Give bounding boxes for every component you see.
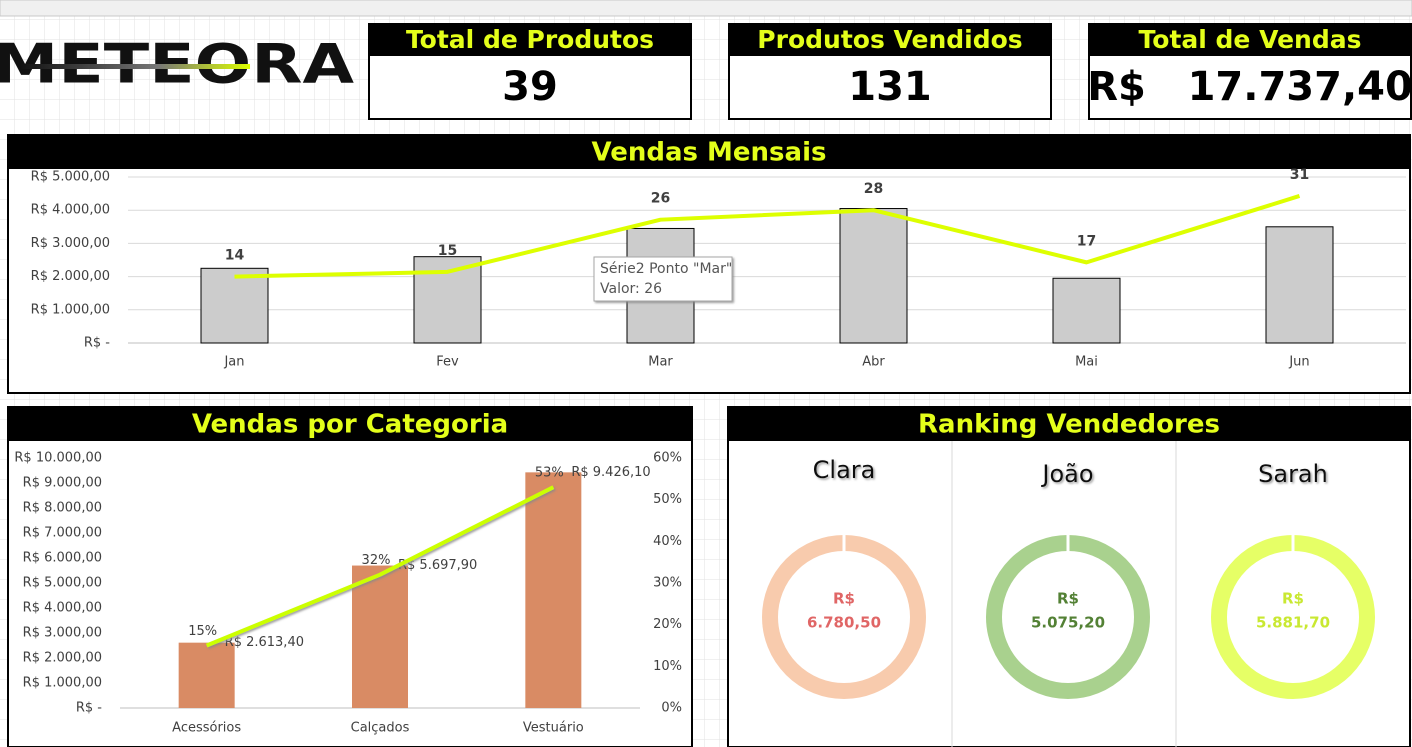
y2-tick-label: 40% bbox=[653, 534, 682, 549]
seller-currency: R$ bbox=[1057, 590, 1079, 608]
y-tick-label: R$ 9.000,00 bbox=[23, 476, 102, 491]
panel-title-bar bbox=[8, 135, 1410, 169]
kpi-value: 39 bbox=[502, 64, 558, 110]
y-tick-label: R$ 2.000,00 bbox=[23, 651, 102, 666]
x-tick-label: Jun bbox=[1288, 355, 1309, 370]
line-data-label: 28 bbox=[864, 181, 883, 197]
bar-value-label: R$ 9.426,10 bbox=[571, 465, 650, 480]
kpi-title: Total de Vendas bbox=[1139, 25, 1362, 54]
seller-currency: R$ bbox=[833, 590, 855, 608]
x-tick-label: Vestuário bbox=[523, 721, 584, 736]
seller-name: Clara bbox=[813, 456, 876, 484]
line-data-label: 14 bbox=[225, 248, 245, 264]
panel-title-bar bbox=[728, 407, 1410, 441]
y-tick-label: R$ 4.000,00 bbox=[31, 203, 110, 218]
panel-category bbox=[7, 406, 693, 747]
y-tick-label: R$ 1.000,00 bbox=[31, 302, 110, 317]
seller-name: Sarah bbox=[1258, 460, 1328, 488]
chart-title: Vendas por Categoria bbox=[192, 410, 508, 440]
seller-amount: 6.780,50 bbox=[807, 614, 881, 632]
seller-currency: R$ bbox=[1282, 590, 1304, 608]
y-tick-label: R$ 2.000,00 bbox=[31, 269, 110, 284]
y-tick-label: R$ 10.000,00 bbox=[14, 451, 102, 466]
y-tick-label: R$ 5.000,00 bbox=[31, 170, 110, 185]
line-data-label: 15 bbox=[438, 243, 457, 259]
y-tick-label: R$ 5.000,00 bbox=[23, 576, 102, 591]
line-data-label: 17 bbox=[1077, 233, 1096, 249]
kpi-title: Total de Produtos bbox=[406, 25, 654, 54]
x-tick-label: Mar bbox=[648, 355, 673, 370]
column-header-strip bbox=[0, 0, 1412, 17]
line-data-label: 32% bbox=[362, 553, 391, 568]
seller-amount: 5.075,20 bbox=[1031, 614, 1105, 632]
y2-tick-label: 10% bbox=[653, 659, 682, 674]
bar-value-label: R$ 2.613,40 bbox=[225, 635, 304, 650]
kpi-value: R$ 17.737,40 bbox=[1087, 64, 1412, 110]
y2-tick-label: 0% bbox=[661, 701, 682, 716]
y-tick-label: R$ 6.000,00 bbox=[23, 551, 102, 566]
line-series bbox=[205, 485, 555, 648]
y-tick-label: R$ - bbox=[76, 701, 102, 716]
y-tick-label: R$ 7.000,00 bbox=[23, 526, 102, 541]
y-tick-label: R$ 3.000,00 bbox=[23, 626, 102, 641]
chart-title: Vendas Mensais bbox=[592, 138, 827, 168]
bar bbox=[1265, 226, 1334, 344]
ranking-title: Ranking Vendedores bbox=[918, 410, 1220, 440]
tooltip bbox=[593, 256, 733, 302]
x-tick-label: Calçados bbox=[351, 721, 410, 736]
y2-tick-label: 60% bbox=[653, 451, 682, 466]
y-tick-label: R$ 8.000,00 bbox=[23, 501, 102, 516]
line-data-label: 53% bbox=[535, 466, 564, 481]
bar bbox=[352, 565, 408, 708]
kpi-title-bar bbox=[1088, 24, 1412, 56]
bar-value-label: R$ 5.697,90 bbox=[398, 558, 477, 573]
kpi-title: Produtos Vendidos bbox=[757, 25, 1022, 54]
line-data-label: 15% bbox=[188, 624, 217, 639]
x-tick-label: Fev bbox=[436, 355, 459, 370]
x-tick-label: Jan bbox=[223, 355, 244, 370]
x-tick-label: Abr bbox=[862, 355, 885, 370]
seller-amount: 5.881,70 bbox=[1256, 614, 1330, 632]
x-tick-label: Mai bbox=[1075, 355, 1098, 370]
bar bbox=[525, 472, 582, 708]
bar bbox=[839, 208, 908, 344]
tooltip-text: Valor: 26 bbox=[600, 281, 662, 297]
bar bbox=[413, 256, 482, 344]
y2-tick-label: 30% bbox=[653, 576, 682, 591]
panel-title-bar bbox=[8, 407, 692, 441]
kpi-title-bar bbox=[368, 24, 692, 56]
y-tick-label: R$ 4.000,00 bbox=[23, 601, 102, 616]
line-data-label: 26 bbox=[651, 191, 670, 207]
line-data-label: 31 bbox=[1290, 167, 1309, 183]
y-tick-label: R$ - bbox=[84, 336, 110, 351]
x-tick-label: Acessórios bbox=[172, 721, 241, 736]
bar bbox=[200, 267, 269, 344]
line-series bbox=[234, 194, 1301, 279]
y-tick-label: R$ 1.000,00 bbox=[23, 676, 102, 691]
tooltip-text: Série2 Ponto "Mar" bbox=[600, 261, 732, 277]
seller-name: João bbox=[1040, 460, 1093, 488]
bar bbox=[178, 642, 235, 708]
y2-tick-label: 20% bbox=[653, 617, 682, 632]
logo-swoosh bbox=[20, 64, 250, 69]
y2-tick-label: 50% bbox=[653, 492, 682, 507]
bar bbox=[1052, 277, 1121, 344]
kpi-value: 131 bbox=[848, 64, 932, 110]
y-tick-label: R$ 3.000,00 bbox=[31, 236, 110, 251]
kpi-title-bar bbox=[728, 24, 1052, 56]
